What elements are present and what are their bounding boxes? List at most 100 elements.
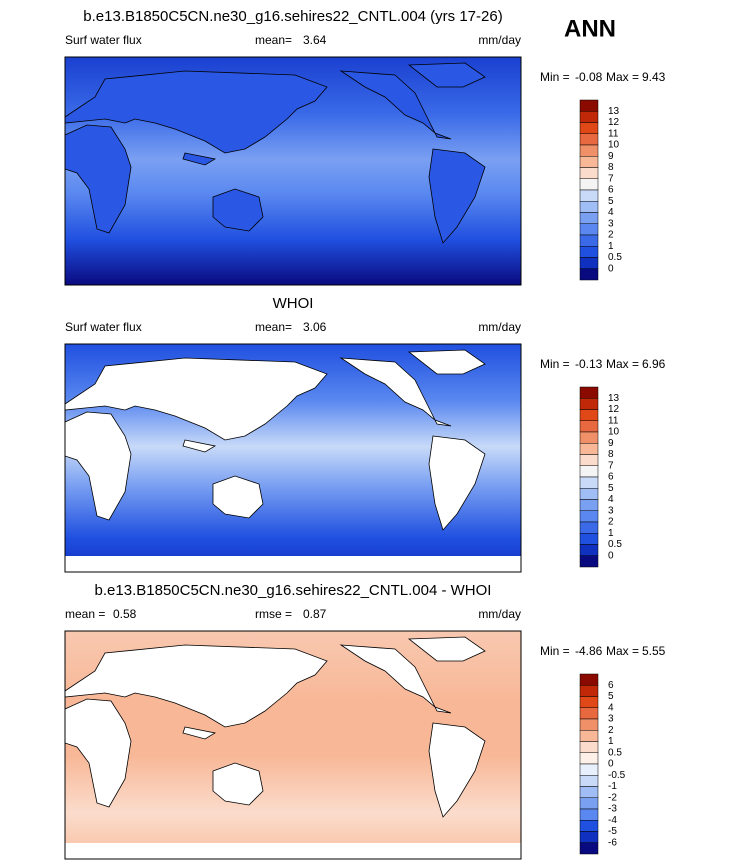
colorbar-box — [579, 544, 599, 556]
colorbar-label: 6 — [608, 185, 614, 196]
colorbar-box — [579, 499, 599, 511]
max-label: Max = — [606, 357, 639, 371]
panel-title: WHOI — [273, 295, 314, 312]
colorbar-box — [579, 831, 599, 843]
colorbar-label: 5 — [608, 483, 614, 494]
max-value: 5.55 — [642, 644, 666, 658]
colorbar-box — [579, 212, 599, 224]
colorbar-box — [579, 111, 599, 123]
colorbar-label: 8 — [608, 162, 614, 173]
max-label: Max = — [606, 70, 639, 84]
colorbar-label: 4 — [608, 494, 614, 505]
colorbar-box — [579, 443, 599, 455]
colorbar-box — [579, 201, 599, 213]
panel: WHOI Surf water flux mean= 3.06 mm/day Min = -… — [64, 295, 666, 573]
map — [64, 630, 522, 860]
colorbar-box — [579, 797, 599, 810]
colorbar-box — [579, 144, 599, 157]
colorbar-box — [579, 420, 599, 433]
colorbar-label: -2 — [608, 792, 617, 803]
colorbar-box — [579, 775, 599, 787]
colorbar-box — [579, 842, 599, 855]
colorbar-box — [579, 189, 599, 202]
min-value: -0.13 — [575, 357, 603, 371]
stat-value: 3.06 — [303, 320, 327, 334]
colorbar-label: 2 — [608, 517, 614, 528]
colorbar-box — [579, 409, 599, 421]
colorbar-box — [579, 741, 599, 753]
colorbar-box — [579, 156, 599, 168]
colorbar-label: -0.5 — [608, 770, 626, 781]
colorbar-box — [579, 696, 599, 708]
colorbar-label: 12 — [608, 117, 620, 128]
colorbar-label: -1 — [608, 781, 617, 792]
colorbar-label: 7 — [608, 173, 614, 184]
colorbar-label: 10 — [608, 140, 620, 151]
colorbar-box — [579, 122, 599, 134]
season: ANN — [564, 15, 616, 42]
colorbar-label: -6 — [608, 837, 617, 848]
colorbar-label: 12 — [608, 404, 620, 415]
colorbar-label: 0.5 — [608, 747, 622, 758]
colorbar-label: -3 — [608, 804, 617, 815]
colorbar-box — [579, 752, 599, 765]
colorbar-label: 3 — [608, 714, 614, 725]
colorbar-label: 1 — [608, 736, 614, 747]
min-label: Min = — [540, 70, 570, 84]
colorbar-label: 13 — [608, 393, 620, 404]
colorbar-box — [579, 178, 599, 191]
colorbar-box — [579, 673, 599, 686]
colorbar-box — [579, 133, 599, 146]
colorbar-label: 10 — [608, 427, 620, 438]
map-frame — [64, 343, 522, 573]
colorbar-box — [579, 476, 599, 489]
colorbar-label: 1 — [608, 241, 614, 252]
units: mm/day — [478, 320, 521, 334]
colorbar-box — [579, 763, 599, 776]
min-label: Min = — [540, 644, 570, 658]
colorbar-label: 0 — [608, 550, 614, 561]
colorbar-label: 3 — [608, 218, 614, 229]
colorbar-box — [579, 234, 599, 247]
max-value: 6.96 — [642, 357, 666, 371]
colorbar-box — [579, 99, 599, 112]
colorbar-box — [579, 510, 599, 523]
colorbar-box — [579, 555, 599, 568]
min-value: -0.08 — [575, 70, 603, 84]
map — [64, 56, 522, 286]
colorbar-label: 6 — [608, 680, 614, 691]
panel-title: b.e13.B1850C5CN.ne30_g16.sehires22_CNTL.… — [95, 582, 492, 599]
stat-label: mean= — [255, 320, 292, 334]
colorbar-label: 0 — [608, 759, 614, 770]
antarctica — [65, 556, 521, 572]
variable-label: Surf water flux — [65, 33, 142, 47]
colorbar-label: 13 — [608, 106, 620, 117]
map-frame — [64, 56, 522, 286]
colorbar-box — [579, 431, 599, 444]
colorbar-box — [579, 521, 599, 534]
colorbar-box — [579, 488, 599, 500]
panel-title: b.e13.B1850C5CN.ne30_g16.sehires22_CNTL.… — [83, 8, 502, 25]
units: mm/day — [478, 607, 521, 621]
panel: b.e13.B1850C5CN.ne30_g16.sehires22_CNTL.… — [64, 8, 666, 286]
colorbar-box — [579, 685, 599, 697]
antarctica — [65, 843, 521, 859]
colorbar-box — [579, 808, 599, 821]
colorbar-box — [579, 454, 599, 466]
colorbar-label: 8 — [608, 449, 614, 460]
colorbar-box — [579, 386, 599, 399]
colorbar-box — [579, 533, 599, 545]
colorbar-label: 9 — [608, 438, 614, 449]
colorbar-box — [579, 465, 599, 478]
min-value: -4.86 — [575, 644, 603, 658]
colorbar-label: 2 — [608, 230, 614, 241]
colorbar-label: 6 — [608, 472, 614, 483]
colorbar-box — [579, 223, 599, 236]
variable-label: Surf water flux — [65, 320, 142, 334]
colorbar-box — [579, 707, 599, 720]
max-value: 9.43 — [642, 70, 666, 84]
colorbar-label: 4 — [608, 702, 614, 713]
stat-label: mean= — [255, 33, 292, 47]
colorbar-box — [579, 246, 599, 258]
